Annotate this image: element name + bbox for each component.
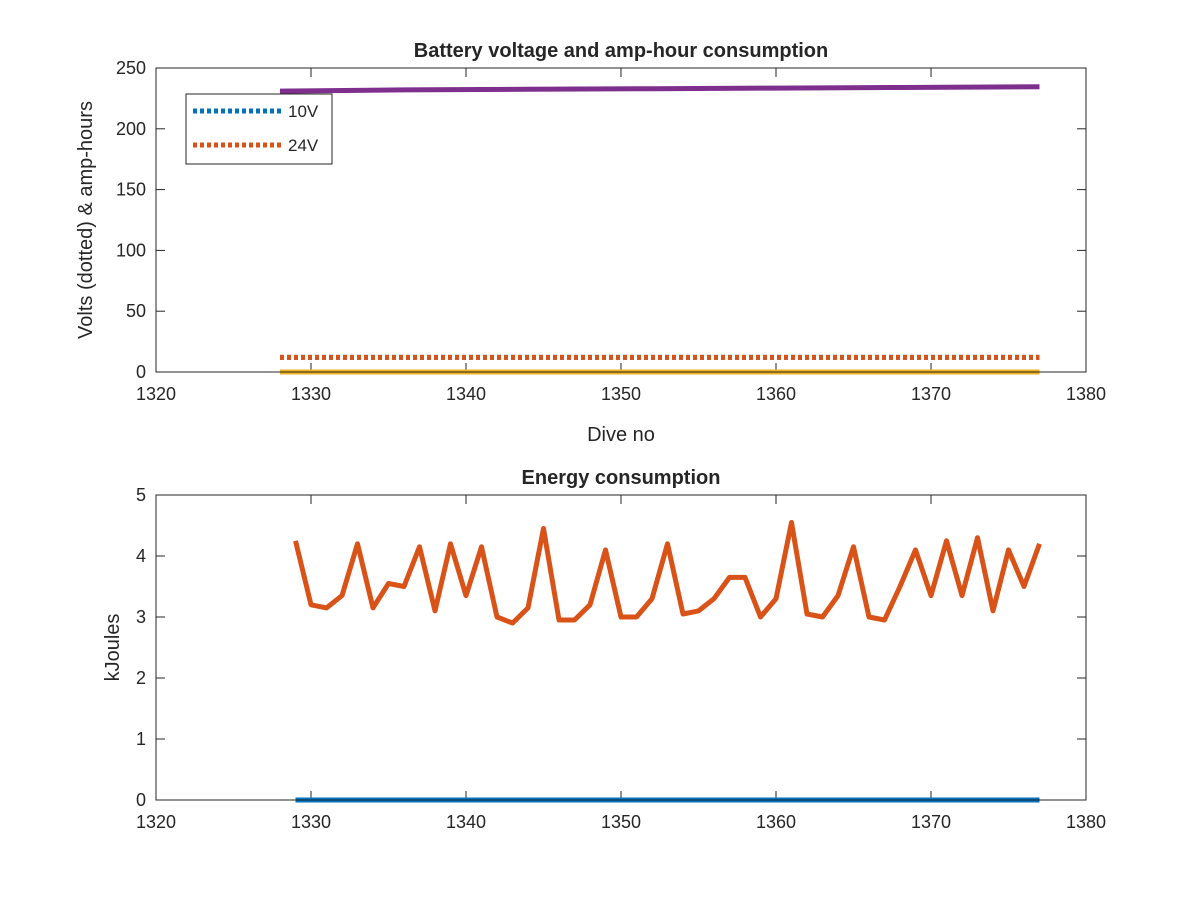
x-tick-label: 1330 (291, 812, 331, 832)
x-tick-label: 1350 (601, 812, 641, 832)
y-tick-label: 50 (126, 301, 146, 321)
y-tick-label: 0 (136, 362, 146, 382)
x-tick-label: 1370 (911, 812, 951, 832)
voltage-chart-y-label: Volts (dotted) & amp-hours (75, 101, 97, 339)
y-tick-label: 5 (136, 485, 146, 505)
legend-label-10v: 10V (288, 102, 319, 121)
legend-label-24v: 24V (288, 136, 319, 155)
voltage-chart-ticks: 1320 1330 1340 1350 1360 1370 1380 0 50 100 150 200… (116, 58, 1106, 404)
y-tick-label: 250 (116, 58, 146, 78)
energy-chart-title: Energy consumption (522, 467, 721, 489)
legend-box (185, 93, 333, 165)
x-tick-label: 1360 (756, 812, 796, 832)
y-tick-label: 150 (116, 180, 146, 200)
y-tick-label: 1 (136, 729, 146, 749)
voltage-chart: 1320 1330 1340 1350 1360 1370 1380 0 50 100 150 200… (75, 40, 1106, 446)
x-tick-label: 1370 (911, 384, 951, 404)
x-tick-label: 1320 (136, 812, 176, 832)
x-tick-label: 1350 (601, 384, 641, 404)
y-tick-label: 100 (116, 240, 146, 260)
x-tick-label: 1340 (446, 384, 486, 404)
voltage-chart-x-label: Dive no (587, 424, 655, 446)
x-tick-label: 1360 (756, 384, 796, 404)
x-tick-label: 1330 (291, 384, 331, 404)
y-tick-label: 3 (136, 607, 146, 627)
x-tick-label: 1380 (1066, 384, 1106, 404)
energy-chart-ticks: 1320 1330 1340 1350 1360 1370 1380 0 1 2 3 4 5 (136, 485, 1106, 832)
x-tick-label: 1320 (136, 384, 176, 404)
energy-chart-axes-box (155, 494, 1087, 801)
y-tick-label: 200 (116, 119, 146, 139)
y-tick-label: 2 (136, 668, 146, 688)
voltage-chart-axes-box (155, 67, 1087, 373)
series-line-s0 (293, 520, 1042, 626)
series-line-s3 (279, 84, 1040, 94)
voltage-chart-legend: 10V 24V (185, 93, 333, 165)
x-tick-label: 1340 (446, 812, 486, 832)
x-tick-label: 1380 (1066, 812, 1106, 832)
voltage-chart-title: Battery voltage and amp-hour consumption (414, 40, 828, 62)
energy-chart: 1320 1330 1340 1350 1360 1370 1380 0 1 2 3 4 5 Energ… (102, 467, 1106, 832)
y-tick-label: 0 (136, 790, 146, 810)
energy-chart-y-label: kJoules (102, 614, 124, 682)
y-tick-label: 4 (136, 546, 146, 566)
